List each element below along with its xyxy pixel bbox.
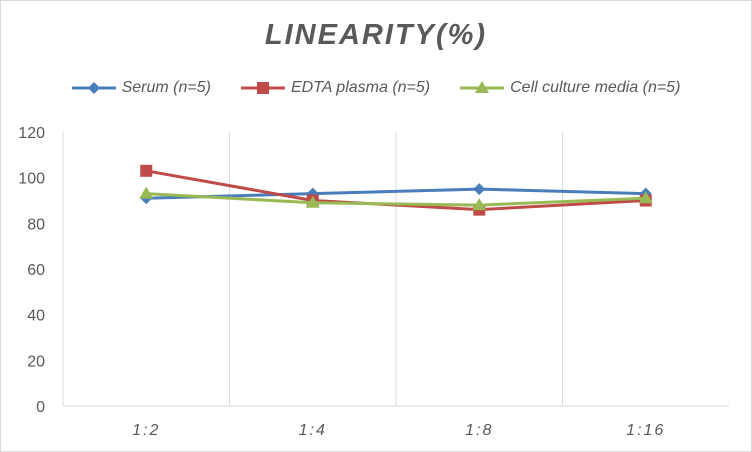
legend-marker-icon: [240, 82, 285, 94]
legend: Serum (n=5) EDTA plasma (n=5) Cell culture…: [1, 79, 751, 97]
legend-item: Cell culture media (n=5): [460, 79, 680, 97]
y-tick-label: 120: [18, 125, 45, 142]
y-tick-label: 40: [27, 308, 45, 325]
y-tick-label: 80: [27, 216, 45, 233]
y-tick-label: 60: [27, 262, 45, 279]
series-line: [146, 192, 646, 207]
data-point: [473, 183, 486, 196]
y-tick-label: 20: [27, 353, 45, 370]
legend-marker-icon: [71, 82, 116, 94]
legend-label: Serum (n=5): [121, 79, 211, 96]
y-tick-label: 100: [18, 171, 45, 188]
data-point: [140, 164, 153, 177]
data-point: [139, 186, 154, 199]
legend-label: EDTA plasma (n=5): [290, 79, 431, 96]
data-point: [638, 191, 653, 204]
x-tick-label: 1:16: [626, 422, 665, 439]
chart-title: LINEARITY(%): [264, 19, 488, 51]
data-point: [305, 195, 320, 208]
legend-item: Serum (n=5): [71, 79, 211, 97]
y-tick-label: 0: [36, 399, 45, 416]
x-tick-label: 1:4: [299, 422, 327, 439]
legend-label: Cell culture media (n=5): [510, 79, 681, 96]
series-line: [146, 187, 646, 200]
legend-item: EDTA plasma (n=5): [240, 79, 431, 97]
data-point: [472, 198, 487, 211]
legend-marker-icon: [460, 81, 505, 93]
x-tick-label: 1:2: [132, 422, 160, 439]
x-tick-label: 1:8: [465, 422, 493, 439]
